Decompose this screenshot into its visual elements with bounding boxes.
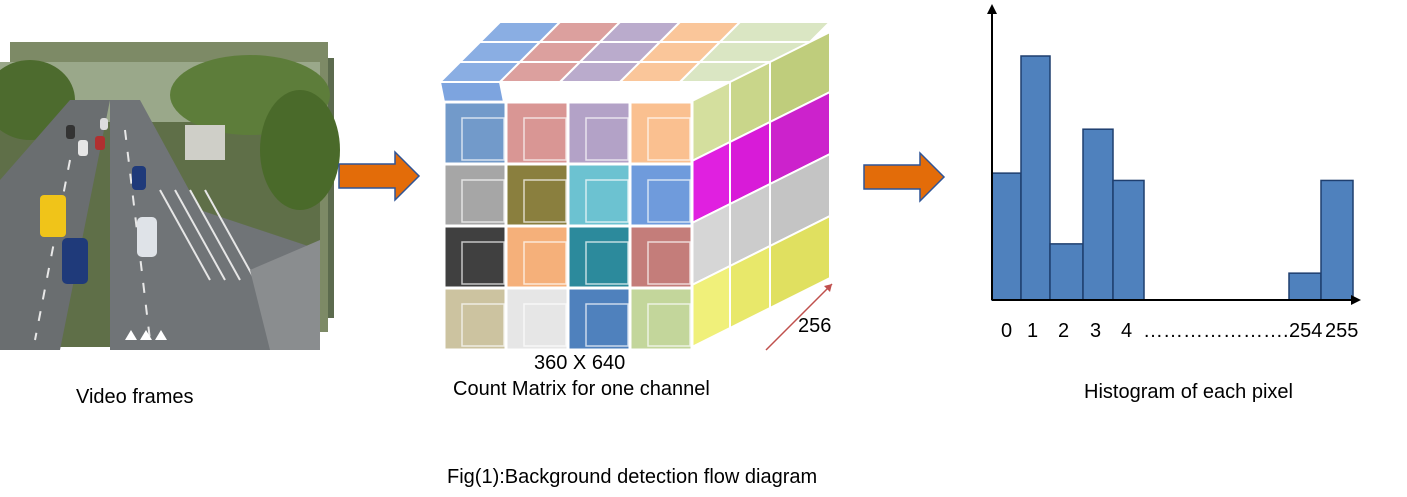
flow-arrow-2 [863,151,946,203]
tick-label-254: 254 [1289,320,1323,342]
flow-arrow-1 [338,150,421,202]
tick-label-0: 0 [1001,320,1013,342]
depth-label: 256 [798,315,832,337]
count-matrix-cube [440,21,833,352]
tick-label-3: 3 [1090,320,1102,342]
histogram-bar-2 [1049,243,1084,301]
video-frames-caption: Video frames [76,386,194,408]
figure-caption: Fig(1):Background detection flow diagram [447,466,818,488]
tick-label-2: 2 [1058,320,1070,342]
tick-label-255: 255 [1325,320,1359,342]
histogram-bar-1 [1020,55,1051,301]
count-matrix-caption: Count Matrix for one channel [453,378,710,400]
tick-label-dots: ………………….. [1143,320,1295,342]
histogram-bars [991,55,1354,301]
x-axis-arrowhead [1351,295,1361,305]
tick-label-1: 1 [1027,320,1039,342]
histogram-chart [987,4,1361,305]
video-frames-image [0,42,340,350]
histogram-bar-254 [1288,272,1322,301]
matrix-size-label: 360 X 640 [534,352,626,374]
y-axis-arrowhead [987,4,997,14]
histogram-bar-3 [1082,128,1114,301]
histogram-bar-0 [991,172,1022,301]
histogram-bar-4 [1112,179,1145,301]
histogram-bar-255 [1320,179,1354,301]
histogram-caption: Histogram of each pixel [1084,381,1293,403]
tick-label-4: 4 [1121,320,1133,342]
